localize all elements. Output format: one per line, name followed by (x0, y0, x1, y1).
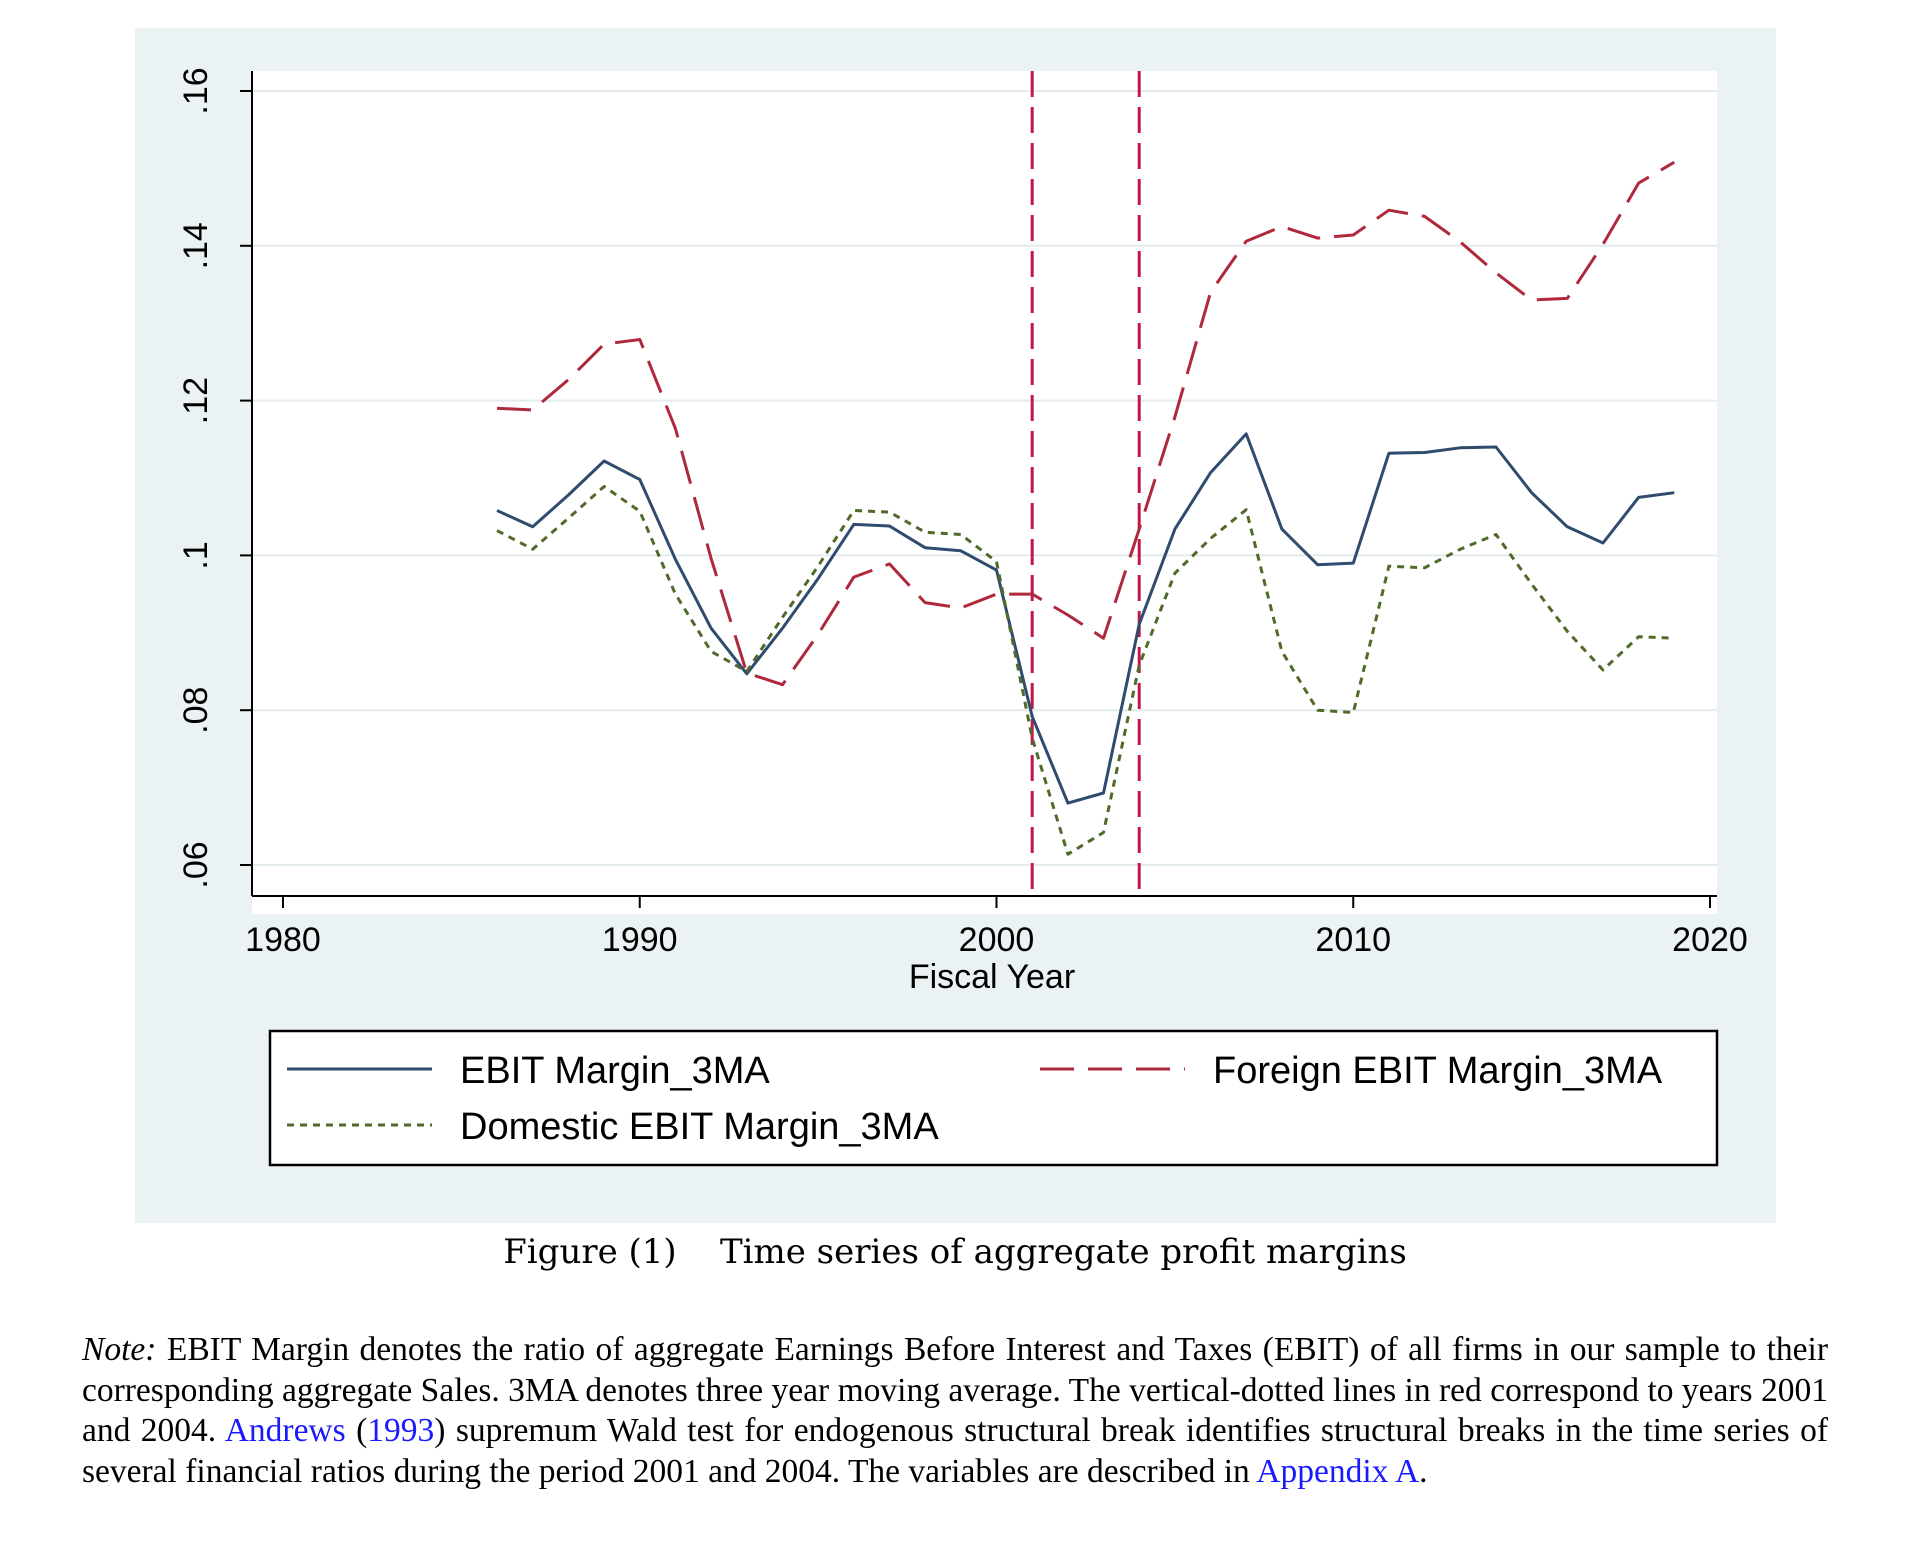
citation-link-author[interactable]: Andrews (224, 1412, 346, 1449)
y-tick-label: .1 (177, 541, 215, 569)
legend-box (268, 1029, 1719, 1167)
gridlines (252, 90, 1717, 866)
note-label: Note: (82, 1331, 157, 1368)
x-tick-label: 2000 (959, 921, 1035, 959)
appendix-link[interactable]: Appendix A (1256, 1452, 1420, 1490)
note-text-2: ) supremum Wald test for endogenous stru… (82, 1412, 1829, 1490)
note-text-3: . (1419, 1452, 1428, 1490)
figure-panel: .06 .08 .1 .12 .14 .16 1980 1990 2000 2010 2020 Fi… (135, 28, 1776, 1223)
series-line-domestic-ebit-margin-3ma (496, 485, 1675, 856)
series-line-foreign-ebit-margin-3ma (496, 160, 1676, 687)
legend-label-ebit-margin: EBIT Margin_3MA (460, 1050, 770, 1092)
figure-label: Figure (1) (503, 1232, 677, 1272)
structural-break-lines (1030, 71, 1141, 896)
caption-gap (677, 1232, 720, 1272)
figure-note: Note: EBIT Margin denotes the ratio of a… (82, 1330, 1828, 1492)
citation-link-year[interactable]: 1993 (367, 1412, 435, 1449)
line-chart: .06 .08 .1 .12 .14 .16 1980 1990 2000 2010 2020 Fi… (177, 67, 1748, 1167)
series-line-ebit-margin-3ma (496, 432, 1675, 805)
x-tick-label: 2010 (1315, 921, 1391, 959)
series-lines (496, 160, 1676, 856)
x-tick-label: 1980 (245, 921, 321, 959)
y-tick-label: .08 (177, 687, 215, 734)
note-paren: ( (345, 1412, 368, 1449)
note-text-1: EBIT Margin denotes the ratio of aggrega… (82, 1331, 1828, 1449)
y-tick-label: .12 (177, 377, 215, 424)
y-tick-label: .14 (177, 222, 215, 269)
x-axis-title: Fiscal Year (909, 958, 1075, 996)
x-tick-label: 1990 (602, 921, 678, 959)
plot-area (252, 71, 1717, 914)
legend-label-domestic-ebit-margin: Domestic EBIT Margin_3MA (460, 1106, 939, 1148)
y-tick-label: .16 (177, 67, 215, 114)
x-tick-label: 2020 (1672, 921, 1748, 959)
y-tick-label: .06 (177, 841, 215, 888)
legend: EBIT Margin_3MA Foreign EBIT Margin_3MA … (268, 1029, 1719, 1167)
legend-label-foreign-ebit-margin: Foreign EBIT Margin_3MA (1213, 1050, 1663, 1092)
axes: .06 .08 .1 .12 .14 .16 1980 1990 2000 2010 2020 (177, 67, 1748, 959)
figure-title: Time series of aggregate profit margins (719, 1232, 1407, 1272)
figure-caption: Figure (1) Time series of aggregate prof… (0, 1232, 1910, 1272)
